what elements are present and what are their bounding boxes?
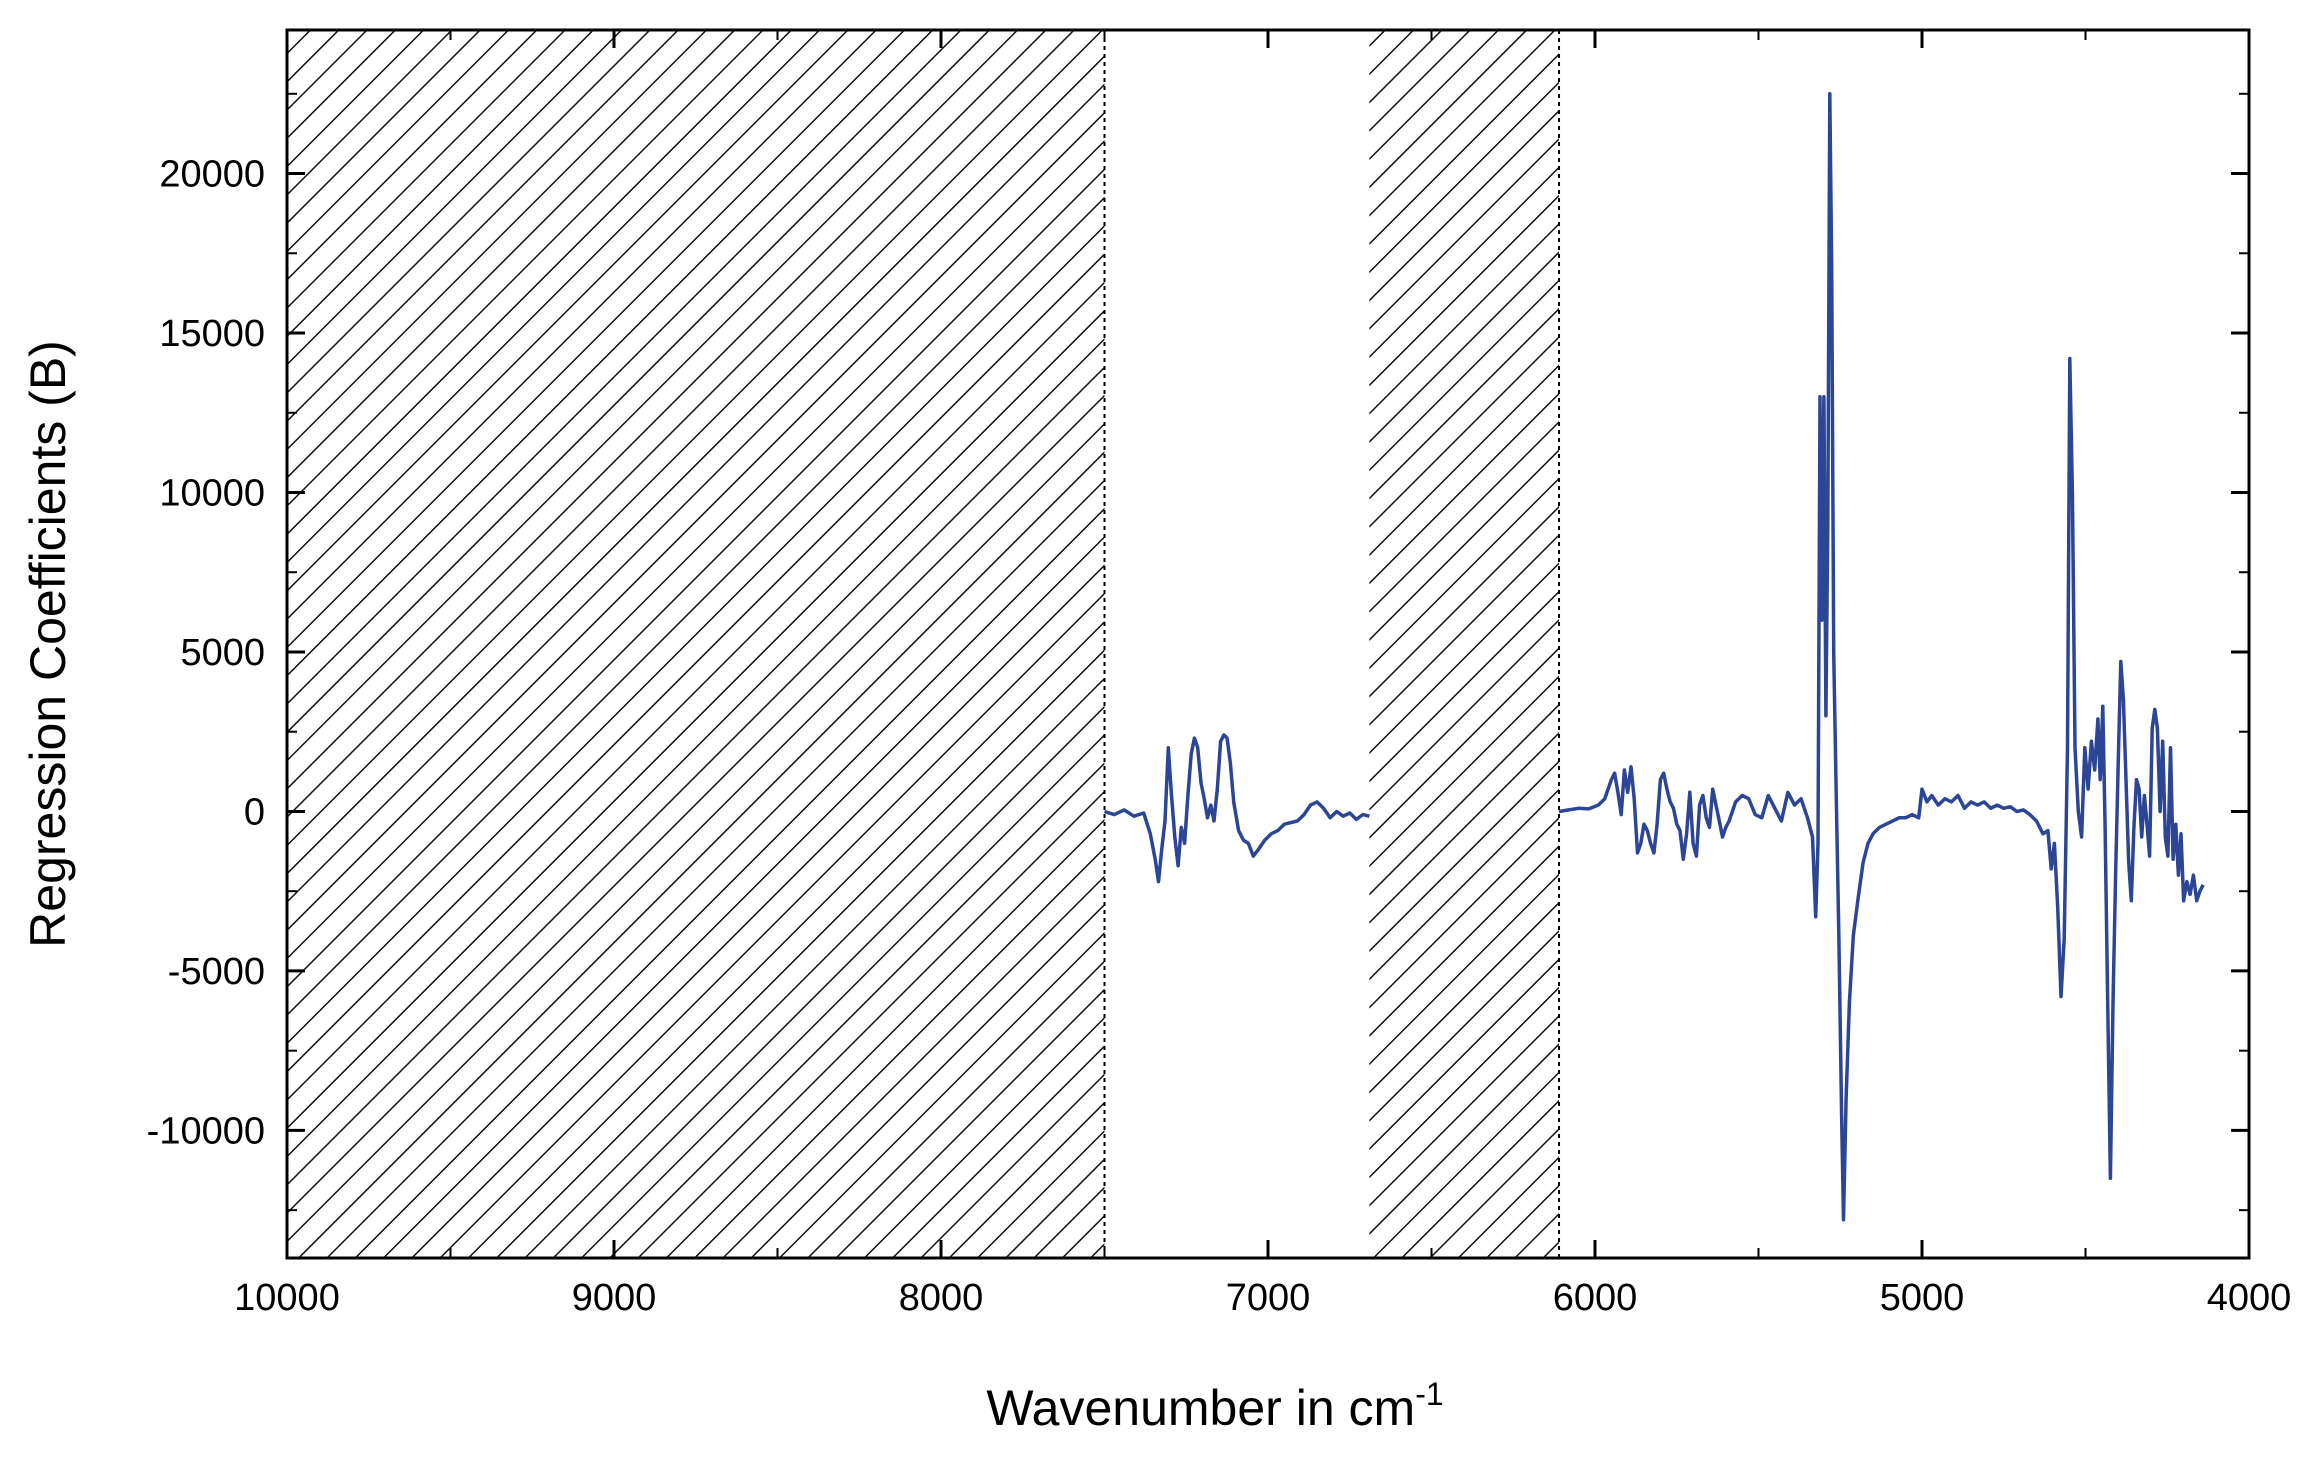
y-tick-label: 0 — [244, 791, 265, 833]
x-tick-label: 8000 — [899, 1277, 984, 1319]
excluded-region-2 — [1369, 30, 1560, 1258]
y-tick-label: 15000 — [159, 313, 265, 355]
x-tick-label: 5000 — [1880, 1277, 1965, 1319]
y-axis-title: Regression Coefficients (B) — [20, 340, 76, 948]
y-tick-label: 20000 — [159, 154, 265, 196]
x-tick-label: 7000 — [1226, 1277, 1311, 1319]
x-axis-title-superscript: -1 — [1415, 1376, 1443, 1412]
y-tick-label: -5000 — [168, 951, 265, 993]
series-1-segment-2 — [1558, 92, 2205, 1222]
y-tick-label: -10000 — [147, 1110, 265, 1152]
excluded-region-1 — [287, 30, 1105, 1258]
x-axis-ticks: 10000 9000 8000 7000 6000 5000 4000 — [234, 30, 2291, 1319]
y-tick-label: 5000 — [180, 632, 265, 674]
x-tick-label: 9000 — [572, 1277, 657, 1319]
y-tick-label: 10000 — [159, 472, 265, 514]
x-tick-label: 10000 — [234, 1277, 340, 1319]
series-line — [1103, 92, 2205, 1222]
x-tick-label: 4000 — [2207, 1277, 2292, 1319]
y-axis-ticks: 20000 15000 10000 5000 0 -5000 -10000 — [147, 92, 2249, 1212]
x-tick-label: 6000 — [1553, 1277, 1638, 1319]
x-axis-title: Wavenumber in cm-1 — [986, 1376, 1443, 1436]
excluded-regions — [287, 30, 1560, 1258]
series-1-segment-1 — [1103, 733, 1370, 884]
